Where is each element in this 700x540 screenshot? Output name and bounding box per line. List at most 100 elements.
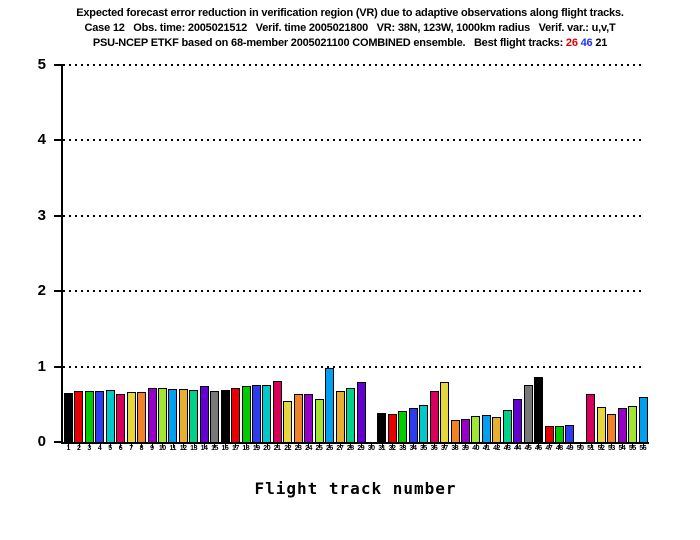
x-tick-label: 8	[139, 445, 144, 452]
x-tick-label: 44	[514, 445, 521, 452]
x-tick-label: 48	[555, 445, 563, 452]
x-tick	[475, 444, 477, 448]
bar-track-28	[346, 388, 356, 442]
x-tick-label: 37	[440, 445, 448, 452]
bar-track-15	[210, 391, 220, 442]
x-tick-label: 1	[66, 445, 71, 452]
x-tick	[329, 444, 331, 448]
x-tick	[287, 444, 289, 448]
bar-track-46	[534, 377, 544, 442]
y-tick	[54, 214, 61, 217]
bar-track-17	[231, 388, 241, 442]
x-tick-label: 43	[503, 445, 511, 452]
bar-track-21	[272, 381, 282, 442]
x-tick	[433, 444, 435, 448]
y-tick	[54, 64, 61, 66]
x-tick	[496, 444, 498, 448]
x-tick	[538, 444, 540, 448]
y-tick	[54, 365, 61, 368]
x-tick	[172, 444, 174, 448]
x-tick	[277, 444, 279, 448]
x-tick-label: 49	[566, 445, 574, 452]
x-tick	[590, 444, 592, 448]
bar-track-7	[126, 392, 136, 442]
x-tick	[454, 444, 456, 448]
x-tick-label: 16	[221, 445, 229, 452]
x-tick-label: 5	[108, 445, 112, 452]
y-tick	[54, 139, 61, 142]
x-tick-label: 55	[628, 445, 636, 452]
best-track-2: 46	[580, 37, 593, 49]
x-tick-label: 4	[97, 445, 102, 452]
x-tick-label: 26	[325, 445, 333, 452]
bar-track-34	[408, 408, 418, 442]
bar-track-1	[64, 393, 73, 442]
x-axis-line	[61, 442, 649, 444]
x-tick-label: 23	[294, 445, 302, 452]
bar-track-33	[398, 411, 408, 442]
x-tick	[193, 444, 195, 448]
bar-track-16	[220, 390, 230, 442]
x-tick-label: 28	[346, 445, 354, 452]
bar-track-52	[596, 407, 606, 442]
x-tick-label: 34	[409, 445, 417, 452]
x-tick-label: 32	[388, 445, 396, 452]
x-tick	[642, 444, 644, 448]
x-tick	[204, 444, 206, 448]
bar-track-5	[105, 390, 115, 442]
x-tick-label: 35	[419, 445, 427, 452]
bar-track-37	[440, 382, 450, 442]
bar-track-39	[460, 419, 470, 442]
x-tick	[559, 444, 561, 448]
x-tick	[224, 444, 226, 448]
x-tick-label: 6	[118, 445, 123, 452]
x-tick-label: 47	[545, 445, 553, 452]
bar-track-49	[565, 425, 575, 442]
x-tick-label: 11	[169, 445, 176, 452]
x-tick	[360, 444, 362, 448]
x-tick-label: 20	[263, 445, 271, 452]
x-tick	[183, 444, 185, 448]
bar-track-9	[147, 388, 157, 442]
x-tick	[517, 444, 519, 448]
x-tick	[486, 444, 488, 448]
bar-track-40	[471, 416, 481, 442]
bar-track-4	[95, 391, 105, 442]
x-tick-label: 33	[399, 445, 406, 452]
x-tick	[130, 444, 132, 448]
x-tick-label: 15	[211, 445, 218, 452]
x-tick-label: 7	[129, 445, 133, 452]
x-tick	[308, 444, 310, 448]
x-tick-label: 19	[252, 445, 260, 452]
y-tick-label: 3	[37, 206, 46, 224]
x-tick	[371, 444, 373, 448]
bar-track-20	[262, 385, 272, 442]
x-tick	[632, 444, 634, 448]
bar-track-41	[481, 415, 491, 442]
y-tick-label: 4	[37, 131, 46, 149]
bar-track-44	[513, 399, 523, 442]
x-tick-label: 2	[76, 445, 81, 452]
x-tick	[506, 444, 508, 448]
bar-track-48	[554, 426, 564, 442]
x-tick	[89, 444, 91, 448]
x-tick-label: 10	[158, 445, 166, 452]
bar-track-36	[429, 391, 439, 442]
x-tick-label: 42	[493, 445, 500, 452]
gridline	[63, 290, 641, 293]
bar-track-19	[252, 385, 262, 442]
bar-track-13	[189, 390, 199, 442]
x-tick-label: 21	[273, 445, 281, 452]
x-tick-label: 30	[367, 445, 375, 452]
x-tick	[245, 444, 247, 448]
chart-title-line-3-text: PSU-NCEP ETKF based on 68-member 2005021…	[92, 37, 566, 49]
bar-track-12	[178, 389, 188, 442]
x-tick-label: 29	[357, 445, 365, 452]
bar-track-8	[137, 392, 147, 442]
bar-track-43	[502, 410, 512, 442]
x-tick	[548, 444, 550, 448]
x-tick-label: 36	[430, 445, 438, 452]
bar-track-31	[377, 413, 387, 442]
bar-track-47	[544, 426, 554, 442]
